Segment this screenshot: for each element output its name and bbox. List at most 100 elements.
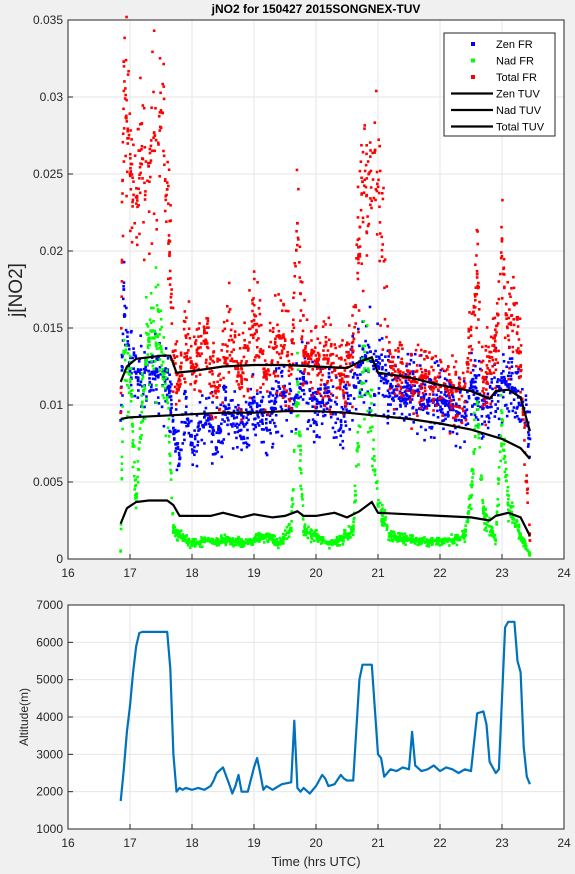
data-point	[269, 432, 272, 435]
data-point	[398, 390, 402, 394]
data-point	[449, 383, 452, 387]
data-point	[174, 450, 177, 453]
data-point	[130, 173, 134, 176]
data-point	[176, 442, 179, 446]
data-point	[164, 347, 168, 350]
data-point	[158, 369, 161, 372]
data-point	[136, 378, 140, 381]
data-point	[290, 520, 293, 523]
data-point	[248, 341, 251, 344]
data-point	[466, 390, 469, 394]
data-point	[427, 539, 431, 542]
data-point	[400, 536, 404, 540]
data-point	[273, 370, 277, 374]
data-point	[239, 362, 243, 365]
data-point	[290, 339, 293, 342]
data-point	[491, 387, 494, 391]
data-point	[159, 328, 162, 331]
data-point	[473, 295, 477, 298]
data-point	[511, 409, 515, 413]
data-point	[239, 545, 243, 548]
data-point	[337, 357, 341, 360]
data-point	[382, 524, 386, 527]
data-point	[373, 148, 377, 152]
data-point	[310, 535, 313, 539]
data-point	[155, 347, 159, 350]
data-point	[338, 345, 342, 348]
data-point	[188, 336, 192, 340]
data-point	[311, 394, 314, 398]
data-point	[184, 535, 188, 539]
data-point	[509, 402, 513, 405]
data-point	[342, 540, 345, 543]
data-point	[357, 327, 360, 331]
bottom-x-tick-label: 19	[247, 836, 261, 850]
data-point	[242, 346, 246, 350]
data-point	[315, 392, 319, 395]
data-point	[224, 398, 227, 402]
data-point	[416, 343, 420, 347]
data-point	[257, 415, 260, 419]
data-point	[488, 405, 492, 409]
data-point	[494, 368, 498, 372]
data-point	[382, 517, 386, 521]
data-point	[179, 353, 183, 357]
data-point	[150, 360, 153, 363]
data-point	[470, 378, 474, 382]
data-point	[391, 538, 394, 542]
data-point	[363, 169, 367, 173]
data-point	[242, 355, 246, 359]
data-point	[186, 422, 190, 426]
data-point	[471, 469, 475, 472]
data-point	[354, 386, 358, 389]
data-point	[205, 419, 208, 422]
data-point	[462, 377, 466, 380]
data-point	[346, 375, 350, 378]
data-point	[252, 336, 255, 340]
data-point	[481, 376, 485, 380]
data-point	[203, 410, 206, 414]
data-point	[507, 497, 510, 501]
data-point	[340, 373, 344, 377]
data-point	[504, 475, 507, 479]
data-point	[464, 418, 468, 422]
data-point	[155, 370, 159, 374]
data-point	[156, 396, 160, 399]
data-point	[331, 385, 335, 388]
data-point	[482, 387, 485, 390]
data-point	[120, 355, 124, 359]
data-point	[365, 254, 369, 257]
data-point	[287, 405, 291, 408]
data-point	[297, 396, 300, 400]
data-point	[342, 415, 346, 418]
data-point	[411, 394, 414, 398]
data-point	[167, 417, 171, 421]
data-point	[444, 390, 447, 394]
data-point	[516, 315, 520, 319]
data-point	[421, 408, 425, 412]
data-point	[237, 407, 241, 410]
data-point	[475, 326, 478, 330]
data-point	[503, 285, 506, 289]
data-point	[508, 366, 511, 370]
data-point	[514, 390, 518, 394]
data-point	[510, 388, 514, 391]
data-point	[464, 530, 467, 534]
data-point	[132, 444, 135, 447]
data-point	[329, 354, 332, 357]
data-point	[237, 403, 240, 407]
data-point	[378, 259, 382, 263]
data-point	[287, 406, 291, 410]
data-point	[230, 543, 234, 546]
data-point	[176, 382, 179, 386]
data-point	[186, 543, 190, 547]
data-point	[182, 327, 186, 331]
data-point	[430, 541, 434, 544]
data-point	[211, 453, 215, 456]
data-point	[223, 361, 227, 364]
data-point	[127, 69, 130, 73]
data-point	[295, 414, 299, 418]
data-point	[365, 193, 369, 197]
data-point	[366, 367, 370, 370]
data-point	[341, 439, 345, 443]
